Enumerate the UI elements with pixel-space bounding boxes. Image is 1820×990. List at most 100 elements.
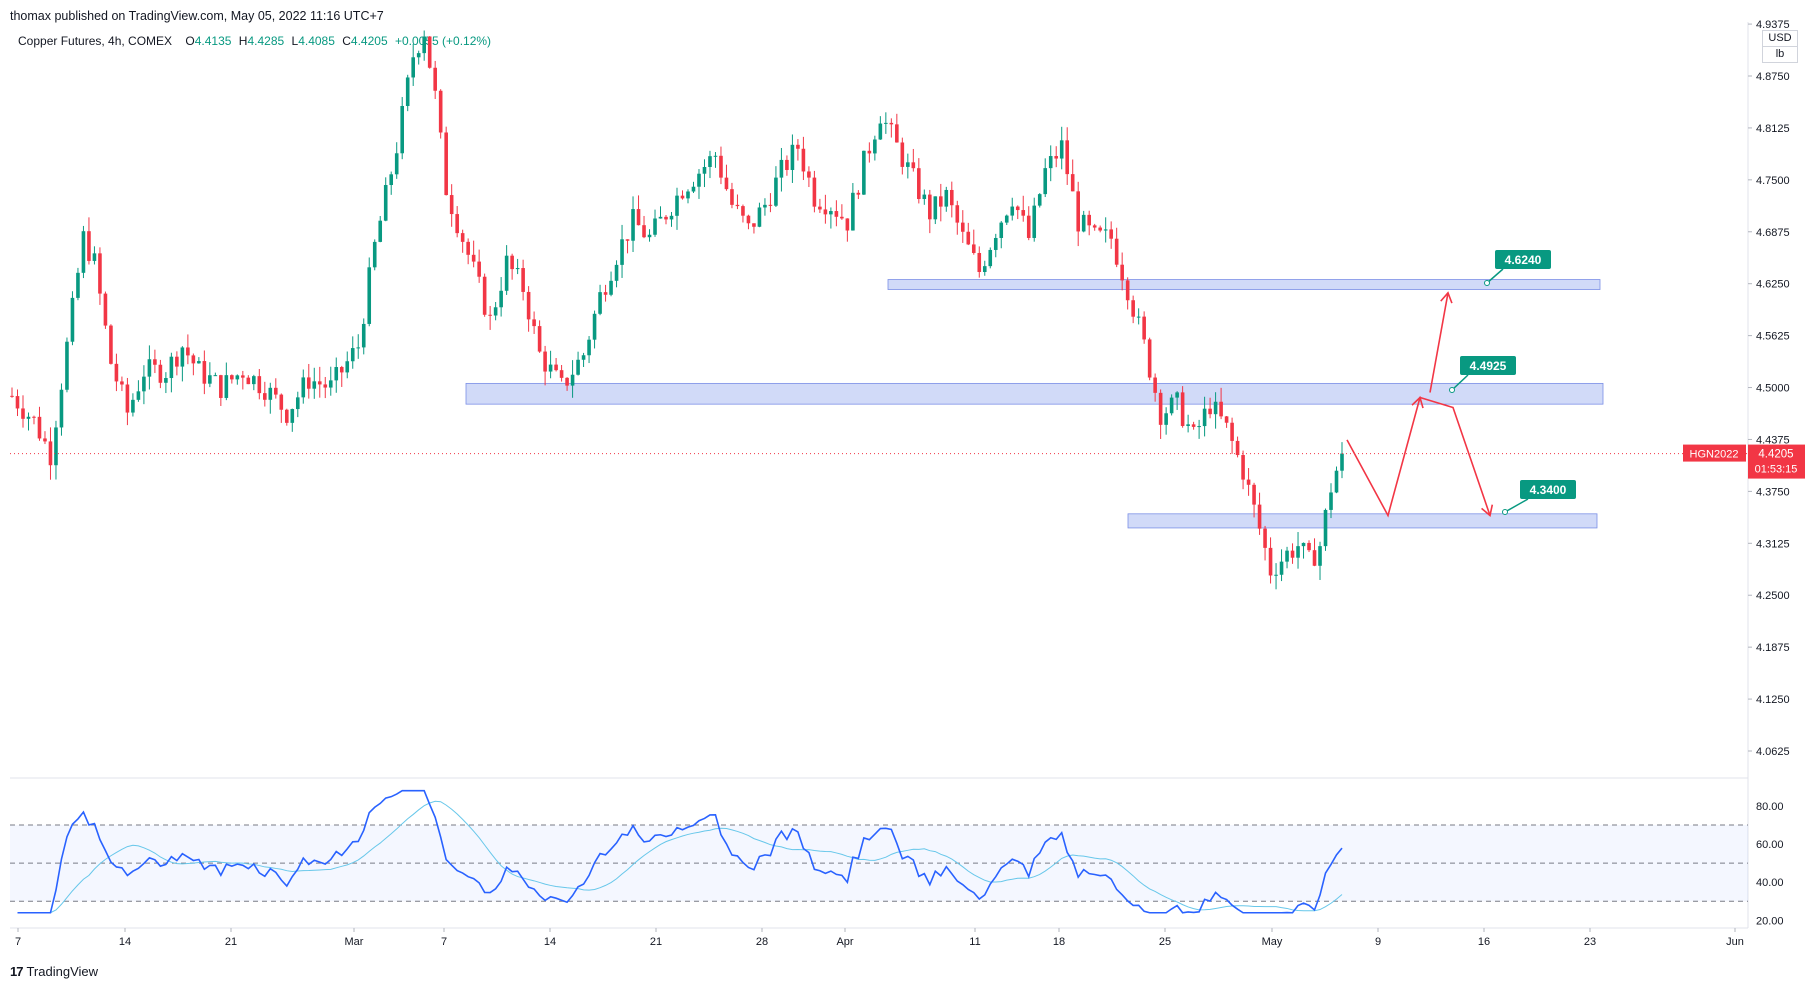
- candle-body: [911, 162, 916, 169]
- candle-body: [114, 363, 119, 382]
- candle-body: [724, 177, 729, 190]
- tradingview-logo-icon: 17: [10, 964, 24, 979]
- candle-body: [1241, 455, 1245, 480]
- candle-body: [1065, 140, 1070, 175]
- symbol-legend: Copper Futures, 4h, COMEX O4.4135 H4.428…: [18, 34, 491, 48]
- candle-body: [807, 171, 811, 178]
- candle-body: [356, 347, 361, 349]
- candle-body: [208, 375, 212, 384]
- candle-body: [719, 155, 723, 178]
- candle-body: [785, 159, 789, 170]
- candle-body: [70, 297, 75, 342]
- candle-body: [372, 241, 377, 268]
- candle-body: [109, 325, 113, 364]
- candle-body: [823, 209, 828, 215]
- countdown-tag: 01:53:15: [1755, 464, 1798, 476]
- candle-body: [840, 216, 844, 219]
- candle-body: [1070, 174, 1075, 192]
- x-tick-label: Jun: [1726, 936, 1744, 948]
- rsi-tick-label: 80.00: [1756, 801, 1784, 813]
- candle-body: [1208, 408, 1212, 415]
- candle-body: [26, 416, 31, 419]
- candle-body: [757, 207, 762, 227]
- price-label-pointer: [1504, 498, 1529, 513]
- footer-brand[interactable]: 17 TradingView: [10, 964, 98, 979]
- candle-body: [779, 159, 784, 178]
- x-tick-label: Mar: [345, 936, 364, 948]
- candle-body: [774, 177, 778, 206]
- candle-body: [944, 189, 949, 207]
- candle-body: [257, 376, 262, 394]
- candle-body: [609, 280, 613, 295]
- candle-body: [1153, 377, 1157, 393]
- price-label-anchor: [1502, 509, 1508, 515]
- x-tick-label: May: [1262, 936, 1283, 948]
- candle-body: [653, 218, 657, 235]
- price-label-anchor: [1449, 387, 1455, 393]
- candle-body: [851, 192, 855, 231]
- candle-body: [482, 276, 487, 315]
- candle-body: [1015, 206, 1020, 211]
- candle-body: [131, 399, 135, 413]
- candle-body: [1081, 214, 1086, 232]
- candle-body: [730, 189, 734, 205]
- candle-body: [323, 384, 328, 388]
- candle-body: [32, 416, 36, 418]
- candle-body: [768, 204, 773, 206]
- candle-body: [1290, 550, 1295, 558]
- candle-body: [999, 222, 1004, 238]
- candle-body: [960, 222, 965, 232]
- candle-body: [1098, 227, 1102, 231]
- y-tick-label: 4.4375: [1756, 434, 1790, 446]
- price-chart[interactable]: HGN2022 4.420501:53:154.62404.49254.3400 …: [0, 0, 1820, 960]
- candle-body: [1263, 528, 1267, 548]
- candle-body: [383, 185, 388, 221]
- candle-body: [1054, 156, 1059, 159]
- candle-body: [1285, 550, 1289, 562]
- candle-body: [21, 408, 25, 419]
- candle-body: [460, 233, 465, 242]
- y-tick-label: 4.1875: [1756, 642, 1790, 654]
- candle-body: [1092, 225, 1097, 228]
- candle-body: [917, 168, 921, 200]
- candle-body: [537, 326, 542, 352]
- candle-body: [455, 214, 459, 234]
- candle-body: [664, 216, 668, 220]
- candle-body: [400, 105, 405, 154]
- candle-body: [301, 377, 306, 398]
- candle-body: [598, 292, 602, 314]
- candle-body: [741, 206, 745, 216]
- candle-body: [367, 267, 372, 324]
- candle-body: [438, 90, 443, 133]
- rsi-tick-label: 40.00: [1756, 877, 1784, 889]
- candle-body: [81, 231, 86, 273]
- candle-body: [614, 264, 619, 281]
- candle-body: [312, 381, 317, 389]
- candle-body: [1103, 229, 1108, 231]
- candle-body: [268, 387, 273, 400]
- candle-body: [752, 223, 756, 227]
- y-tick-label: 4.6875: [1756, 227, 1790, 239]
- candle-body: [153, 359, 157, 365]
- candle-body: [867, 150, 872, 154]
- candle-body: [103, 293, 108, 326]
- candle-body: [1329, 492, 1333, 510]
- candle-body: [515, 268, 520, 270]
- candle-body: [1136, 316, 1141, 318]
- candle-body: [219, 375, 223, 398]
- currency-unit-box[interactable]: USD lb: [1762, 30, 1798, 63]
- candle-body: [92, 253, 97, 261]
- candle-body: [543, 351, 547, 372]
- candle-body: [1169, 397, 1174, 414]
- candle-body: [548, 364, 553, 372]
- candle-body: [625, 239, 630, 241]
- x-tick-label: 21: [650, 936, 662, 948]
- candle-body: [241, 375, 245, 378]
- candle-body: [587, 339, 591, 356]
- rsi-tick-label: 20.00: [1756, 915, 1784, 927]
- candle-body: [504, 255, 509, 291]
- rsi-ma-line: [17, 800, 1343, 914]
- x-tick-label: 23: [1584, 936, 1596, 948]
- candle-body: [164, 378, 168, 383]
- candle-body: [1213, 401, 1218, 415]
